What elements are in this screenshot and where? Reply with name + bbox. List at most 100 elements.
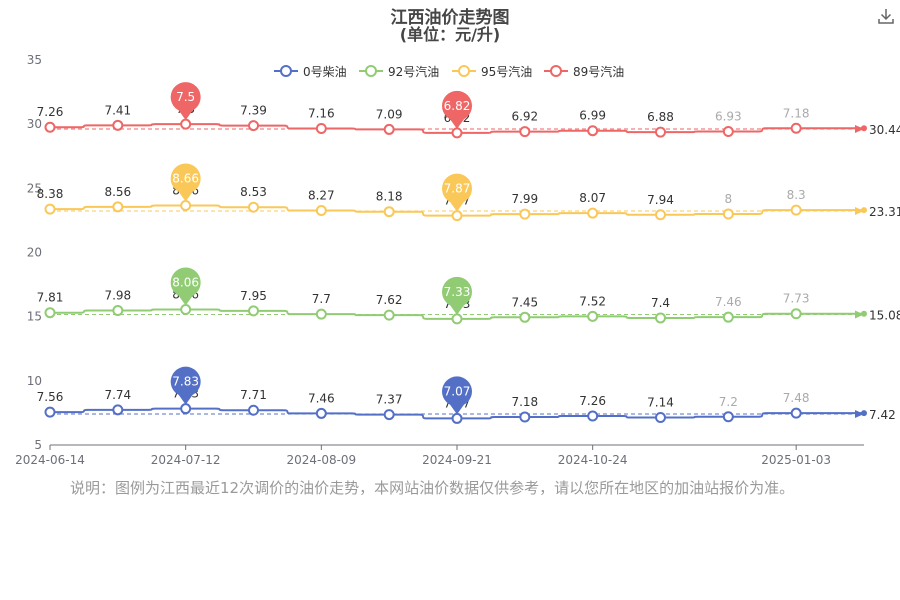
data-label: 7.48 xyxy=(783,391,810,405)
average-label: 23.31 xyxy=(869,205,900,219)
data-label: 7.56 xyxy=(37,390,64,404)
data-point xyxy=(790,308,802,320)
data-point xyxy=(248,305,259,317)
series-end-dot xyxy=(861,310,867,317)
data-point xyxy=(180,118,192,130)
data-point xyxy=(722,311,734,323)
y-tick-label: 15 xyxy=(27,310,42,324)
data-label: 7.26 xyxy=(37,105,64,119)
data-point xyxy=(44,307,56,319)
data-label: 7.26 xyxy=(579,394,606,408)
data-label: 7.74 xyxy=(104,388,131,402)
data-point xyxy=(315,123,327,135)
data-label: 6.88 xyxy=(647,110,674,124)
data-point xyxy=(722,208,734,220)
data-point xyxy=(655,412,666,424)
marker-pin xyxy=(442,276,472,307)
data-point xyxy=(790,122,802,134)
data-label: 7.98 xyxy=(104,289,131,303)
legend-swatch-dot xyxy=(458,65,470,77)
data-point xyxy=(248,201,259,213)
series-end-dot xyxy=(861,207,867,214)
data-point xyxy=(451,127,463,139)
data-label: 7.39 xyxy=(240,104,267,118)
data-point xyxy=(315,205,327,217)
data-point xyxy=(451,412,463,424)
data-label: 8.38 xyxy=(37,187,64,201)
marker-pin xyxy=(442,376,472,407)
data-point xyxy=(722,411,734,423)
data-label: 7.16 xyxy=(308,107,335,121)
marker-label: 7.83 xyxy=(172,375,199,389)
data-label: 8.18 xyxy=(376,190,403,204)
average-label: 7.42 xyxy=(869,408,896,422)
data-label: 8.07 xyxy=(579,191,606,205)
x-tick-label: 2025-01-03 xyxy=(761,453,831,467)
data-label: 8.53 xyxy=(240,185,267,199)
series-end-dot xyxy=(861,410,867,417)
data-label: 8 xyxy=(725,192,733,206)
data-point xyxy=(519,411,531,423)
data-point xyxy=(451,210,463,222)
data-point xyxy=(451,313,463,325)
marker-label: 7.87 xyxy=(444,182,471,196)
series-end-dot xyxy=(861,125,867,132)
data-point xyxy=(587,125,599,137)
data-point xyxy=(587,410,599,422)
data-point xyxy=(519,126,531,138)
data-label: 6.99 xyxy=(579,109,606,123)
marker-pin xyxy=(442,173,472,204)
data-point xyxy=(112,201,124,213)
marker-label: 7.5 xyxy=(176,90,195,104)
data-point xyxy=(383,309,395,321)
data-point xyxy=(112,404,124,416)
legend-swatch-dot xyxy=(550,65,562,77)
marker-label: 8.66 xyxy=(172,172,199,186)
x-tick-label: 2024-09-21 xyxy=(422,453,492,467)
data-point xyxy=(248,404,259,416)
data-label: 7.45 xyxy=(511,295,538,309)
marker-label: 7.07 xyxy=(444,384,471,398)
data-label: 7.2 xyxy=(719,395,738,409)
download-icon[interactable] xyxy=(876,6,896,26)
data-label: 7.7 xyxy=(312,292,331,306)
x-tick-label: 2024-08-09 xyxy=(286,453,356,467)
data-label: 7.94 xyxy=(647,193,674,207)
y-tick-label: 30 xyxy=(27,117,42,131)
legend-label: 95号汽油 xyxy=(481,64,532,79)
chart-subtitle: (单位：元/升) xyxy=(399,25,501,44)
data-point xyxy=(112,305,124,317)
chart-title: 江西油价走势图 xyxy=(390,8,510,28)
y-tick-label: 25 xyxy=(27,181,42,195)
data-label: 8.3 xyxy=(787,188,806,202)
data-label: 7.18 xyxy=(783,106,810,120)
data-point xyxy=(383,206,395,218)
data-point xyxy=(587,310,599,322)
chart-note: 说明：图例为江西最近12次调价的油价走势，本网站油价数据仅供参考，请以您所在地区… xyxy=(70,479,795,497)
data-label: 7.81 xyxy=(37,291,64,305)
data-point xyxy=(383,409,395,421)
data-label: 7.99 xyxy=(511,192,538,206)
y-tick-label: 10 xyxy=(27,374,42,388)
data-point xyxy=(315,308,327,320)
data-label: 7.46 xyxy=(308,391,335,405)
average-label: 15.08 xyxy=(869,309,900,323)
data-label: 6.92 xyxy=(511,110,538,124)
data-label: 7.18 xyxy=(511,395,538,409)
data-point xyxy=(383,123,395,135)
data-point xyxy=(180,403,192,415)
y-tick-label: 5 xyxy=(34,438,42,452)
x-tick-label: 2024-07-12 xyxy=(151,453,221,467)
x-tick-label: 2024-06-14 xyxy=(15,453,85,467)
marker-label: 8.06 xyxy=(172,275,199,289)
legend-swatch-dot xyxy=(365,65,377,77)
marker-pin xyxy=(442,90,472,121)
data-point xyxy=(655,312,666,324)
data-point xyxy=(44,121,56,133)
data-label: 7.41 xyxy=(104,103,131,117)
legend-label: 92号汽油 xyxy=(388,64,439,79)
data-point xyxy=(180,200,192,212)
data-point xyxy=(519,208,531,220)
marker-pin xyxy=(170,366,201,397)
data-point xyxy=(315,407,327,419)
